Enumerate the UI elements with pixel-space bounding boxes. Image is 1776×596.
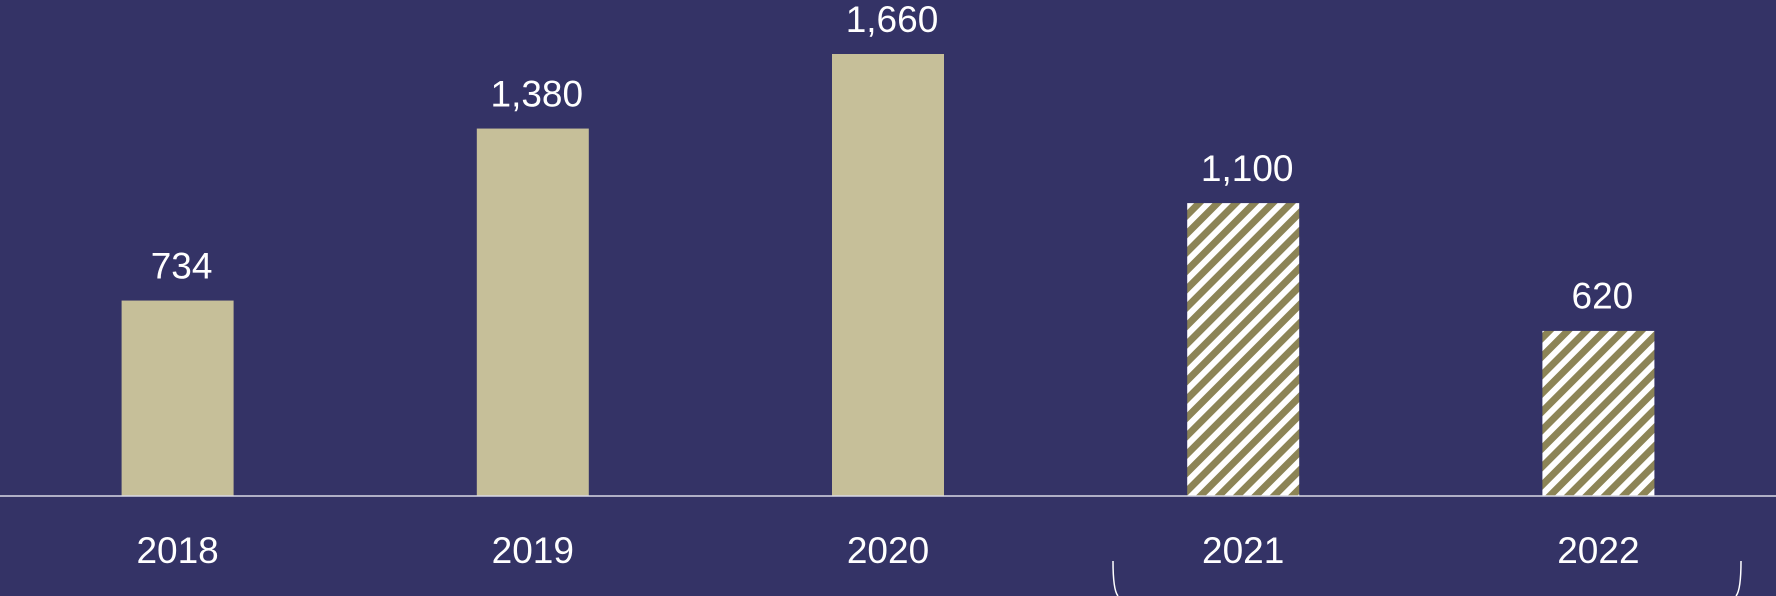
bar [1542, 330, 1655, 496]
value-label: 1,660 [846, 0, 939, 40]
x-tick-label: 2019 [492, 530, 574, 571]
value-label: 1,100 [1201, 148, 1294, 189]
x-tick-label: 2021 [1202, 530, 1284, 571]
x-tick-label: 2022 [1557, 530, 1639, 571]
bar [1187, 203, 1300, 496]
x-tick-label: 2020 [847, 530, 929, 571]
bar [121, 300, 234, 496]
value-label: 1,380 [491, 73, 584, 114]
x-tick-label: 2018 [136, 530, 218, 571]
bracket [1112, 560, 1742, 596]
value-label: 734 [151, 245, 213, 286]
value-label: 620 [1572, 276, 1634, 317]
bar [832, 54, 944, 496]
bar [476, 128, 589, 497]
